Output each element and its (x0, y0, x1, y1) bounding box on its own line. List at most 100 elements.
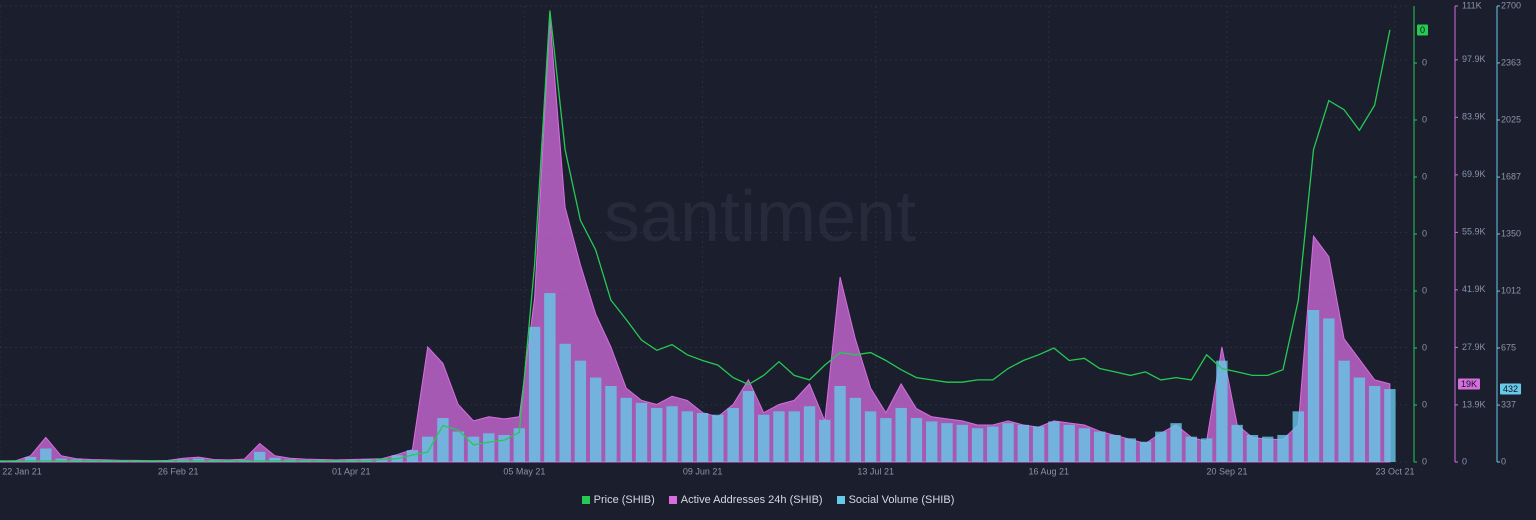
x-tick-label: 09 Jun 21 (683, 466, 723, 476)
x-tick-label: 05 May 21 (503, 466, 545, 476)
legend-item[interactable]: Social Volume (SHIB) (836, 490, 955, 510)
bar (666, 406, 678, 462)
bar (1063, 424, 1075, 462)
watermark: santiment (604, 177, 916, 257)
y-tick-label: 0 (1422, 285, 1427, 295)
legend-swatch (668, 496, 677, 504)
bar (1094, 431, 1106, 462)
y-tick-label: 13.9K (1462, 399, 1486, 409)
bar (1139, 441, 1152, 462)
bar (926, 421, 938, 462)
y-tick-label: 1012 (1501, 285, 1521, 295)
bar (483, 433, 495, 462)
bar (880, 418, 892, 462)
bar (712, 414, 724, 462)
bar (452, 431, 464, 462)
y-tick-label: 83.9K (1462, 112, 1486, 122)
y-tick-label: 1687 (1501, 171, 1521, 181)
legend: Price (SHIB) Active Addresses 24h (SHIB) S… (0, 490, 1536, 510)
y-tick-label: 0 (1422, 456, 1427, 466)
bar (269, 457, 281, 462)
x-tick-label: 20 Sep 21 (1206, 466, 1247, 476)
bar (406, 450, 419, 462)
y-tick-label: 2025 (1501, 114, 1521, 124)
bar (24, 456, 37, 462)
bar (589, 377, 602, 462)
y-tick-label: 0 (1422, 228, 1427, 238)
y-tick-label: 111K (1462, 0, 1482, 10)
y-tick-label: 0 (1422, 57, 1427, 67)
bar (1170, 423, 1182, 462)
bar (40, 448, 52, 462)
bar (1262, 436, 1274, 462)
x-tick-label: 16 Aug 21 (1029, 466, 1070, 476)
y-tick-label: 0 (1501, 456, 1506, 466)
bar (1185, 436, 1198, 462)
y-tick-label: 2700 (1501, 0, 1521, 10)
bar (253, 451, 266, 462)
bar (635, 402, 648, 462)
bar (773, 411, 785, 462)
y-tick-label: 0 (1422, 399, 1427, 409)
bar (1353, 377, 1366, 462)
x-tick-label: 01 Apr 21 (332, 466, 371, 476)
y-tick-label: 337 (1501, 399, 1516, 409)
bar (498, 434, 510, 462)
badge-label: 19K (1461, 379, 1477, 389)
bar (574, 360, 587, 462)
bar (834, 386, 846, 462)
bar (864, 411, 877, 462)
badge-box (1417, 24, 1429, 36)
bar (437, 418, 449, 462)
y-tick-label: 55.9K (1462, 227, 1486, 237)
bar (1246, 434, 1259, 462)
bar (1109, 434, 1121, 462)
y-tick-label: 0 (1422, 342, 1427, 352)
legend-swatch (581, 496, 590, 504)
legend-swatch (836, 496, 845, 504)
bar (1200, 438, 1213, 462)
bar (895, 407, 907, 462)
legend-item[interactable]: Active Addresses 24h (SHIB) (668, 490, 823, 510)
bar (910, 418, 923, 462)
bar (1292, 411, 1304, 462)
legend-label: Social Volume (SHIB) (848, 494, 955, 506)
bar (956, 424, 968, 462)
y-tick-label: 97.9K (1462, 54, 1486, 64)
bar (620, 397, 632, 462)
bar (1368, 386, 1381, 462)
bar (1002, 423, 1014, 462)
bar (1155, 431, 1167, 462)
badge-label: 0 (1420, 25, 1425, 35)
line (0, 10, 1391, 462)
x-tick-label: 22 Jan 21 (2, 466, 42, 476)
x-tick-label: 13 Jul 21 (857, 466, 894, 476)
badge-box (1500, 383, 1522, 395)
bar (1078, 428, 1091, 462)
bar (1231, 424, 1243, 462)
bar (421, 436, 434, 462)
bar (681, 411, 694, 462)
y-tick-label: 2363 (1501, 57, 1521, 67)
bar (467, 436, 480, 462)
bar (849, 397, 862, 462)
bar (651, 407, 663, 462)
bar (788, 411, 800, 462)
y-tick-label: 41.9K (1462, 284, 1486, 294)
bar (605, 386, 617, 462)
legend-label: Active Addresses 24h (SHIB) (680, 494, 823, 506)
bar (1338, 360, 1350, 462)
bar (1017, 424, 1030, 462)
bar (803, 406, 816, 462)
value-badge: 432 (1500, 383, 1522, 395)
legend-item[interactable]: Price (SHIB) (581, 490, 655, 510)
bar (513, 428, 525, 462)
bar (559, 343, 571, 462)
bar (1384, 389, 1396, 462)
x-tick-label: 23 Oct 21 (1375, 466, 1414, 476)
badge-label: 432 (1503, 384, 1518, 394)
y-tick-label: 0 (1422, 114, 1427, 124)
x-tick-label: 26 Feb 21 (158, 466, 199, 476)
badge-box (1458, 378, 1481, 390)
value-badge: 19K (1458, 378, 1481, 390)
